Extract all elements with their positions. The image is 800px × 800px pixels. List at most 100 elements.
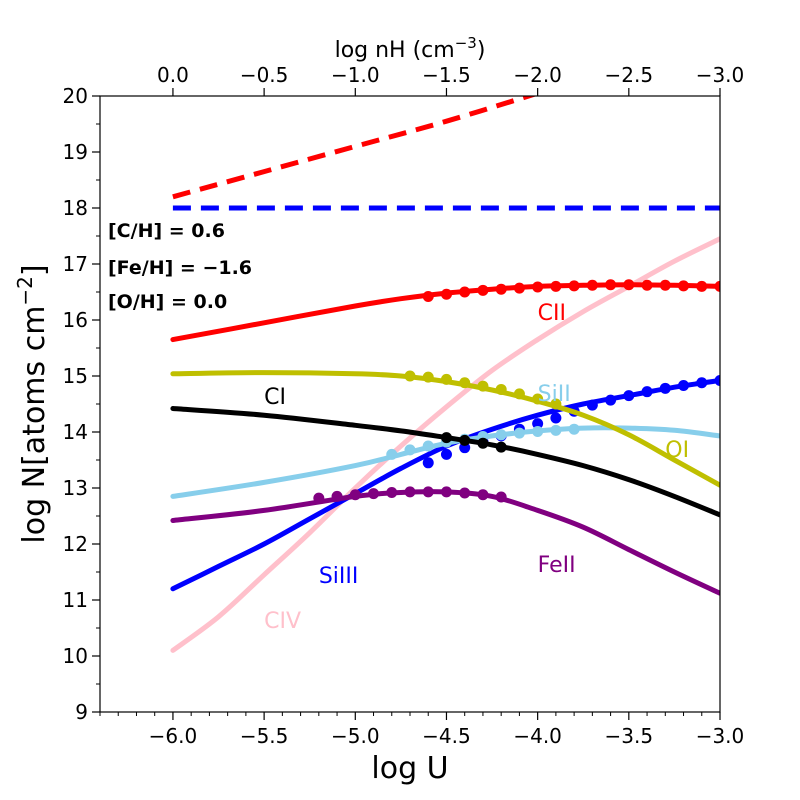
x-tick-label: −3.0	[696, 724, 745, 748]
series-point-cii	[568, 280, 580, 292]
series-point-siiii	[532, 418, 544, 430]
series-point-siiii	[550, 412, 562, 424]
y-axis-title-sup: −2	[13, 276, 37, 305]
y-tick-label: 17	[63, 252, 88, 276]
series-point-feii	[349, 489, 361, 501]
series-point-cii	[550, 280, 562, 292]
series-point-cii	[532, 281, 544, 293]
y-tick-label: 18	[63, 196, 88, 220]
top-axis-title: log nH (cm−3)	[335, 34, 486, 63]
series-point-ci	[459, 434, 471, 446]
series-point-siii	[550, 424, 562, 436]
series-point-cii	[623, 279, 635, 291]
series-point-oi	[404, 370, 416, 382]
series-point-cii	[696, 280, 708, 292]
y-tick-label: 20	[63, 84, 88, 108]
series-label-feii: FeII	[538, 553, 576, 578]
series-point-oi	[532, 393, 544, 405]
y-tick-label: 19	[63, 140, 88, 164]
series-point-oi	[513, 388, 525, 400]
series-point-oi	[477, 380, 489, 392]
series-label-oi: OI	[665, 438, 689, 463]
series-point-feii	[459, 487, 471, 499]
top-tick-label: 0.0	[157, 63, 189, 87]
series-point-cii	[459, 286, 471, 298]
series-point-oi	[422, 371, 434, 383]
series-point-siiii	[605, 394, 617, 406]
series-point-ci	[440, 432, 452, 444]
series-point-siiii	[714, 374, 720, 386]
series-point-cii	[422, 290, 434, 302]
series-point-feii	[331, 490, 343, 502]
series-point-siii	[422, 440, 434, 452]
y-axis-title: log N[atoms cm−2]	[13, 264, 52, 543]
series-point-siiii	[586, 399, 598, 411]
series-point-siii	[568, 423, 580, 435]
series-label-siiii: SiIII	[319, 564, 359, 589]
y-tick-label: 15	[63, 364, 88, 388]
top-tick-label: −3.0	[696, 63, 745, 87]
series-line-dashed-7	[172, 96, 538, 200]
series-point-cii	[605, 279, 617, 291]
series-point-cii	[678, 280, 690, 292]
top-tick-label: −1.0	[331, 63, 380, 87]
series-layer	[170, 96, 720, 653]
top-axis-title-main: log nH (cm	[335, 38, 455, 63]
axis-layer: −6.0 −5.5 −5.0 −4.5 −4.0 −3.5 −3.0 0.0 −0.5 −1.0 −…	[63, 63, 745, 748]
top-tick-label: −2.5	[605, 63, 654, 87]
series-point-siii	[495, 429, 507, 441]
series-point-oi	[550, 398, 562, 410]
series-point-cii	[440, 288, 452, 300]
y-tick-label: 11	[63, 588, 88, 612]
series-point-feii	[313, 492, 325, 504]
series-point-siii	[513, 427, 525, 439]
series-point-cii	[714, 280, 720, 292]
series-point-siii	[404, 444, 416, 456]
x-tick-label: −5.0	[331, 724, 380, 748]
series-point-feii	[477, 489, 489, 501]
series-point-siii	[386, 448, 398, 460]
annotation-iron: [Fe/H] = −1.6	[108, 257, 252, 279]
series-point-oi	[459, 377, 471, 389]
top-tick-label: −0.5	[240, 63, 289, 87]
x-tick-label: −3.5	[605, 724, 654, 748]
series-point-oi	[440, 373, 452, 385]
annotation-oxygen: [O/H] = 0.0	[108, 291, 227, 313]
y-tick-label: 9	[75, 700, 88, 724]
series-point-cii	[513, 282, 525, 294]
top-tick-label: −2.0	[513, 63, 562, 87]
series-point-feii	[386, 486, 398, 498]
series-point-cii	[586, 279, 598, 291]
y-tick-label: 12	[63, 532, 88, 556]
series-point-siiii	[422, 457, 434, 469]
x-tick-label: −4.0	[513, 724, 562, 748]
series-point-feii	[404, 486, 416, 498]
series-point-ci	[477, 437, 489, 449]
y-axis-title-close: ]	[17, 264, 52, 276]
series-point-ci	[495, 441, 507, 453]
x-tick-label: −5.5	[240, 724, 289, 748]
series-point-siiii	[623, 390, 635, 402]
series-point-siiii	[678, 380, 690, 392]
y-tick-label: 14	[63, 420, 88, 444]
series-point-cii	[495, 283, 507, 295]
series-label-cii: CII	[538, 301, 566, 326]
series-point-siiii	[696, 377, 708, 389]
x-tick-label: −6.0	[149, 724, 198, 748]
y-axis-title-main: log N[atoms cm	[17, 306, 52, 544]
series-label-layer: CIV SiIII FeII SiII CI OI CII	[264, 301, 689, 634]
series-point-feii	[495, 491, 507, 503]
series-point-feii	[440, 486, 452, 498]
series-point-siiii	[440, 448, 452, 460]
y-tick-label: 13	[63, 476, 88, 500]
top-axis-title-close: )	[477, 38, 486, 63]
series-label-siii: SiII	[538, 382, 571, 407]
series-point-cii	[659, 279, 671, 291]
top-tick-label: −1.5	[422, 63, 471, 87]
annotation-carbon: [C/H] = 0.6	[108, 220, 225, 242]
y-tick-label: 10	[63, 644, 88, 668]
series-point-feii	[368, 488, 380, 500]
series-point-oi	[495, 383, 507, 395]
y-tick-label: 16	[63, 308, 88, 332]
